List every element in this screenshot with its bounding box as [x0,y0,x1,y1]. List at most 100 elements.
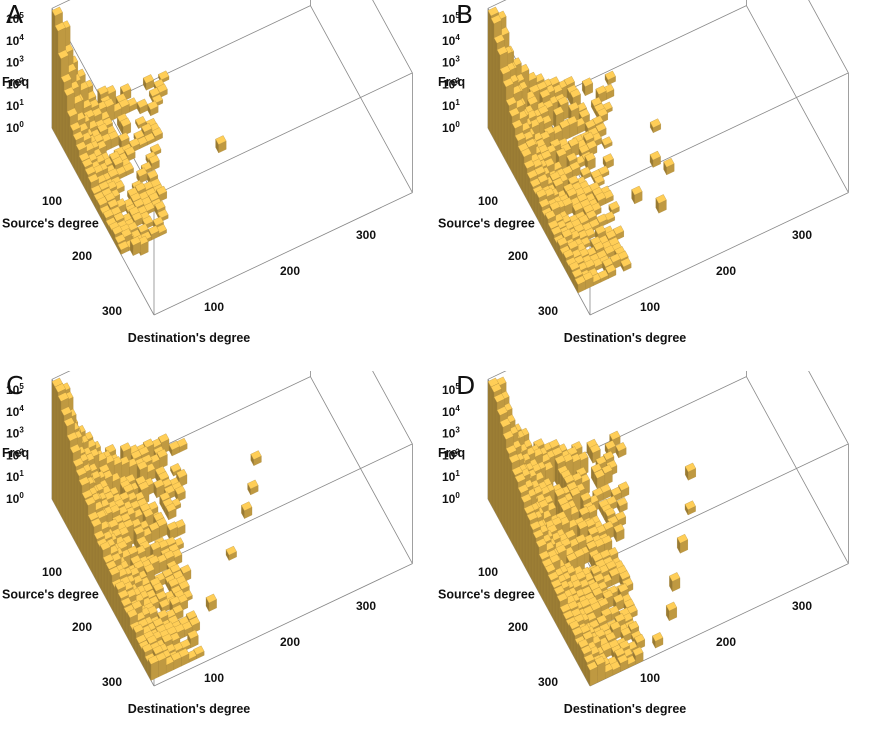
bar3d [684,500,696,516]
box-edge [51,371,71,380]
box-edge [153,72,413,196]
x-tick-100: 100 [478,565,498,579]
z-tick-0: 100 [6,120,24,135]
x-tick-100: 100 [42,194,62,208]
z-tick-4: 104 [442,33,460,48]
bar3d [663,157,675,176]
chart-panel-a: 100 200 300 100 200 300 Source's degree Destina… [0,0,436,371]
z-tick-5: 105 [6,11,24,26]
panel-label-a: A [6,0,24,29]
axes-text: 100 200 300 100 200 300 Source's degree Destina… [2,382,376,716]
box-edge [153,192,413,316]
bar3d [601,136,613,150]
z-axis-label: Freq [438,446,465,460]
bar3d [147,655,159,681]
x-tick-100: 100 [478,194,498,208]
z-tick-4: 104 [6,33,24,48]
box-edge [487,0,507,9]
x-axis-label: Source's degree [438,588,535,602]
box-edge [310,5,413,193]
y-tick-100: 100 [640,300,660,314]
chart-a-svg: 100 200 300 100 200 300 Source's degree Destina… [2,0,413,345]
box-edge [372,0,413,74]
x-axis-label: Source's degree [2,588,99,602]
y-tick-100: 100 [204,671,224,685]
y-tick-300: 300 [792,599,812,613]
box-edge [746,376,849,564]
z-axis-label: Freq [438,75,465,89]
panel-label-b: B [456,0,474,29]
z-tick-4: 104 [6,404,24,419]
bar3d [604,70,616,86]
x-tick-200: 200 [72,249,92,263]
bar3d [136,98,148,115]
bar3d [241,501,253,519]
bar3d [593,469,606,490]
bar3d [620,257,632,272]
bar3d [119,117,132,137]
bars-group [51,377,262,681]
bar3d [165,502,177,521]
box-edge [589,192,849,316]
box-edge [808,371,849,445]
x-tick-200: 200 [508,620,528,634]
y-tick-200: 200 [716,635,736,649]
y-tick-200: 200 [280,635,300,649]
bar3d [649,150,661,168]
bar3d [574,275,586,294]
z-tick-1: 101 [6,98,24,113]
z-tick-0: 100 [442,491,460,506]
bar3d [148,225,160,241]
axes-text: 100 200 300 100 200 300 Source's degree Destina… [438,11,812,345]
bar3d [620,626,632,643]
panel-label-d: D [456,371,476,400]
box-edge [153,443,413,567]
z-tick-3: 103 [6,426,24,441]
bar3d [615,442,627,459]
x-tick-200: 200 [72,620,92,634]
z-tick-1: 101 [442,98,460,113]
y-axis-label: Destination's degree [564,702,686,716]
y-tick-300: 300 [356,228,376,242]
x-axis-label: Source's degree [438,217,535,231]
y-axis-label: Destination's degree [128,702,250,716]
box-edge [153,563,413,687]
bar3d [586,661,598,687]
x-axis-label: Source's degree [2,217,99,231]
x-tick-300: 300 [538,675,558,689]
box-edge [372,371,413,445]
y-axis-label: Destination's degree [128,331,250,345]
axes-text: 100 200 300 100 200 300 Source's degree Destina… [2,11,376,345]
chart-c-svg: 100 200 300 100 200 300 Source's degree Destina… [2,371,413,716]
x-tick-300: 300 [538,304,558,318]
chart-panel-c: 100 200 300 100 200 300 Source's degree Destina… [0,371,436,742]
box-edge [589,72,849,196]
z-tick-1: 101 [442,469,460,484]
bar3d [205,593,217,612]
z-tick-2: 102 [442,76,460,91]
z-tick-0: 100 [6,491,24,506]
bar3d [147,100,159,117]
y-tick-300: 300 [356,599,376,613]
bar3d [613,523,625,543]
chart-b-svg: 100 200 300 100 200 300 Source's degree Destina… [438,0,849,345]
x-tick-100: 100 [42,565,62,579]
z-tick-3: 103 [6,55,24,70]
z-tick-2: 102 [6,76,24,91]
bar3d [669,572,681,592]
z-tick-5: 105 [442,11,460,26]
bar3d [187,629,199,649]
y-tick-300: 300 [792,228,812,242]
bar3d [684,462,697,481]
bar3d [582,271,594,290]
bar3d [581,77,594,97]
chart-panel-d: 100 200 300 100 200 300 Source's degree Destina… [436,371,872,742]
bar3d [616,497,628,513]
bar3d [655,194,667,214]
bar3d [129,236,141,256]
chart-panel-b: 100 200 300 100 200 300 Source's degree Destina… [436,0,872,371]
z-tick-0: 100 [442,120,460,135]
bar3d [168,440,180,457]
z-tick-5: 105 [442,382,460,397]
box-edge [808,0,849,74]
